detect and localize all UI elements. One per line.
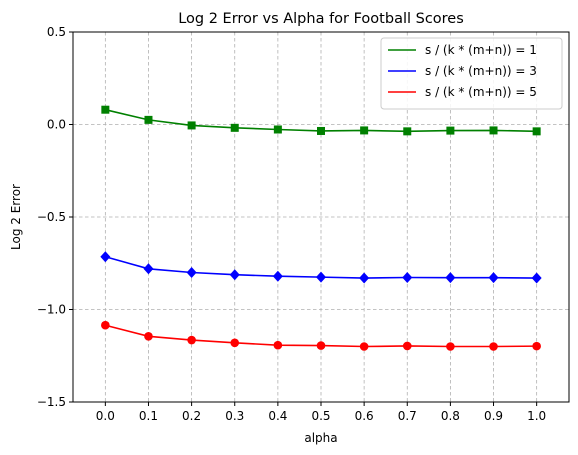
data-point bbox=[532, 127, 541, 136]
legend: s / (k * (m+n)) = 1 s / (k * (m+n)) = 3 s … bbox=[380, 37, 563, 110]
data-point bbox=[229, 269, 240, 281]
y-tick-label: −1.5 bbox=[37, 395, 66, 409]
data-point bbox=[273, 125, 282, 134]
data-point bbox=[359, 342, 369, 351]
data-point bbox=[445, 272, 456, 284]
data-point bbox=[143, 263, 154, 275]
x-tick-label: 0.6 bbox=[355, 409, 374, 423]
data-point bbox=[360, 126, 369, 135]
y-axis-label: Log 2 Error bbox=[9, 184, 23, 250]
y-tick-label: −0.5 bbox=[37, 210, 66, 224]
series-1 bbox=[101, 105, 541, 136]
data-point bbox=[446, 342, 455, 351]
x-tick-label: 0.9 bbox=[484, 409, 503, 423]
x-axis-label: alpha bbox=[304, 431, 337, 445]
legend-entry-label: s / (k * (m+n)) = 1 bbox=[425, 43, 537, 57]
data-point bbox=[359, 272, 370, 284]
data-point bbox=[317, 126, 325, 135]
x-tick-label: 0.0 bbox=[96, 409, 115, 423]
data-point bbox=[144, 115, 153, 124]
legend-frame bbox=[380, 37, 563, 110]
y-tick-label: 0.5 bbox=[47, 25, 66, 39]
x-tick-label: 0.1 bbox=[139, 409, 158, 423]
data-point bbox=[273, 340, 283, 350]
x-tick-label: 0.8 bbox=[441, 409, 460, 423]
x-tick-label: 0.4 bbox=[268, 409, 287, 423]
y-tick-label: 0.0 bbox=[47, 118, 66, 132]
x-axis: 0.0 0.1 0.2 0.3 0.4 0.5 0.6 0.7 0.8 0.9 1.0 bbox=[96, 402, 546, 423]
data-point bbox=[489, 126, 498, 135]
data-point bbox=[230, 338, 240, 348]
y-tick-label: −1.0 bbox=[37, 303, 66, 317]
x-tick-label: 0.7 bbox=[398, 409, 417, 423]
legend-entry-label: s / (k * (m+n)) = 3 bbox=[425, 64, 537, 78]
data-point bbox=[532, 341, 541, 351]
data-point bbox=[402, 341, 412, 351]
data-point bbox=[186, 267, 197, 278]
data-point bbox=[531, 272, 542, 284]
data-point bbox=[403, 127, 412, 136]
data-point bbox=[488, 272, 499, 284]
data-point bbox=[101, 320, 110, 330]
data-point bbox=[446, 126, 455, 135]
data-point bbox=[316, 341, 326, 350]
data-point bbox=[402, 271, 413, 283]
data-point bbox=[489, 342, 498, 351]
data-point bbox=[316, 271, 326, 283]
legend-entry-label: s / (k * (m+n)) = 5 bbox=[425, 85, 537, 99]
x-tick-label: 0.5 bbox=[311, 409, 330, 423]
series-3 bbox=[101, 320, 541, 351]
data-point bbox=[187, 121, 196, 130]
x-tick-label: 1.0 bbox=[527, 409, 546, 423]
data-point bbox=[100, 251, 111, 263]
x-tick-label: 0.3 bbox=[225, 409, 244, 423]
y-axis: 0.5 0.0 −0.5 −1.0 −1.5 bbox=[37, 25, 73, 409]
series-layer bbox=[100, 105, 542, 351]
data-point bbox=[272, 270, 283, 282]
data-point bbox=[101, 105, 110, 114]
data-point bbox=[144, 332, 153, 341]
data-point bbox=[187, 335, 196, 345]
data-point bbox=[230, 123, 239, 132]
chart-title: Log 2 Error vs Alpha for Football Scores bbox=[178, 11, 464, 27]
x-tick-label: 0.2 bbox=[182, 409, 201, 423]
series-2 bbox=[100, 251, 542, 284]
